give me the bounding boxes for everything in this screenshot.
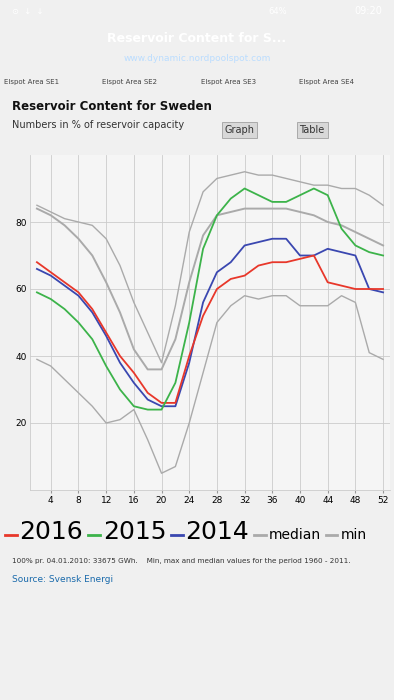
Text: Reservoir Content for Sweden: Reservoir Content for Sweden bbox=[12, 99, 212, 113]
Text: Elspot Area SE4: Elspot Area SE4 bbox=[299, 79, 355, 85]
Text: Table: Table bbox=[299, 125, 325, 135]
Text: Elspot Area SE1: Elspot Area SE1 bbox=[4, 79, 59, 85]
Legend: 2016, 2015, 2014, median, min: 2016, 2015, 2014, median, min bbox=[5, 520, 366, 544]
Text: ⊙  ↓  ↓: ⊙ ↓ ↓ bbox=[12, 6, 43, 15]
Text: Source: Svensk Energi: Source: Svensk Energi bbox=[12, 575, 113, 584]
Text: Elspot Area SE3: Elspot Area SE3 bbox=[201, 79, 256, 85]
Text: Reservoir Content for S...: Reservoir Content for S... bbox=[108, 32, 286, 45]
Text: 09:20: 09:20 bbox=[354, 6, 382, 16]
Text: Graph: Graph bbox=[225, 125, 255, 135]
Text: Elspot Area SE2: Elspot Area SE2 bbox=[102, 79, 158, 85]
Text: 100% pr. 04.01.2010: 33675 GWh.    Min, max and median values for the period 196: 100% pr. 04.01.2010: 33675 GWh. Min, max… bbox=[12, 558, 350, 564]
Text: Numbers in % of reservoir capacity: Numbers in % of reservoir capacity bbox=[12, 120, 184, 130]
Text: www.dynamic.nordpoolspot.com: www.dynamic.nordpoolspot.com bbox=[123, 55, 271, 63]
Text: 64%: 64% bbox=[268, 6, 286, 15]
